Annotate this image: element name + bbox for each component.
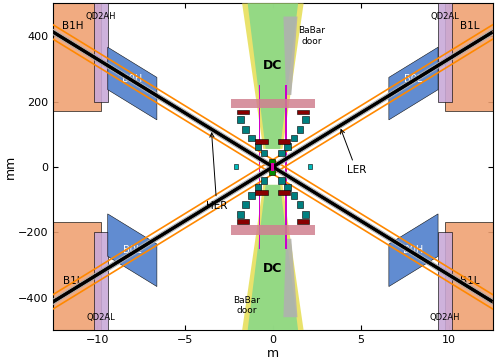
Polygon shape [94,232,108,330]
Bar [285,85,287,249]
Polygon shape [445,4,493,111]
Text: HER: HER [206,133,228,211]
Polygon shape [242,4,304,149]
Bar [278,190,291,195]
Bar [269,159,275,163]
Bar [302,116,309,123]
Y-axis label: mm: mm [3,155,16,179]
Bar [237,220,249,224]
Text: LER: LER [341,130,366,175]
Bar [297,126,304,132]
Bar [297,110,309,114]
Polygon shape [438,232,452,330]
Bar [254,143,261,150]
Polygon shape [242,185,304,330]
Polygon shape [53,223,101,330]
Text: B1L: B1L [460,21,480,31]
Text: QD2AH: QD2AH [85,12,116,21]
Bar [259,85,260,249]
Polygon shape [108,214,157,286]
Polygon shape [283,17,298,95]
Text: B1H: B1H [62,21,83,31]
Bar [255,139,268,144]
Bar [302,211,309,217]
Polygon shape [389,47,438,120]
Bar [261,178,267,184]
Bar [291,135,297,141]
Polygon shape [248,185,298,330]
Bar [297,201,304,208]
Bar [291,192,297,199]
Bar [285,143,291,150]
Bar [237,116,244,123]
Bar [231,99,315,109]
Polygon shape [53,4,101,111]
Polygon shape [94,4,108,102]
Bar [285,184,291,191]
Text: B1L: B1L [63,276,82,286]
X-axis label: m: m [267,347,279,359]
Bar [297,220,309,224]
Bar [237,211,244,217]
Bar [243,126,249,132]
Bar [308,164,311,170]
Text: B0H: B0H [122,74,142,83]
Text: BaBar
door: BaBar door [233,296,260,315]
Polygon shape [445,223,493,330]
Bar [278,139,291,144]
Polygon shape [438,4,452,102]
Bar [234,164,238,170]
Bar [237,110,249,114]
Bar [248,135,255,141]
Bar [248,192,255,199]
Bar [271,163,274,171]
Polygon shape [248,4,298,149]
Bar [243,201,249,208]
Polygon shape [108,47,157,120]
Text: DC: DC [263,262,283,275]
Text: B0L: B0L [404,74,423,83]
Text: B1L: B1L [460,276,480,286]
Bar [231,225,315,234]
Bar [269,171,275,175]
Text: B0L: B0L [123,245,141,255]
Polygon shape [283,239,298,317]
Text: BaBar
door: BaBar door [298,26,325,46]
Text: DC: DC [263,59,283,72]
Bar [254,184,261,191]
Text: QD2AL: QD2AL [431,12,459,21]
Bar [278,150,285,156]
Polygon shape [389,214,438,286]
Bar [255,190,268,195]
Text: QD2AH: QD2AH [430,313,460,322]
Bar [278,178,285,184]
Text: B0H: B0H [403,245,424,255]
Bar [261,150,267,156]
Text: QD2AL: QD2AL [86,313,115,322]
